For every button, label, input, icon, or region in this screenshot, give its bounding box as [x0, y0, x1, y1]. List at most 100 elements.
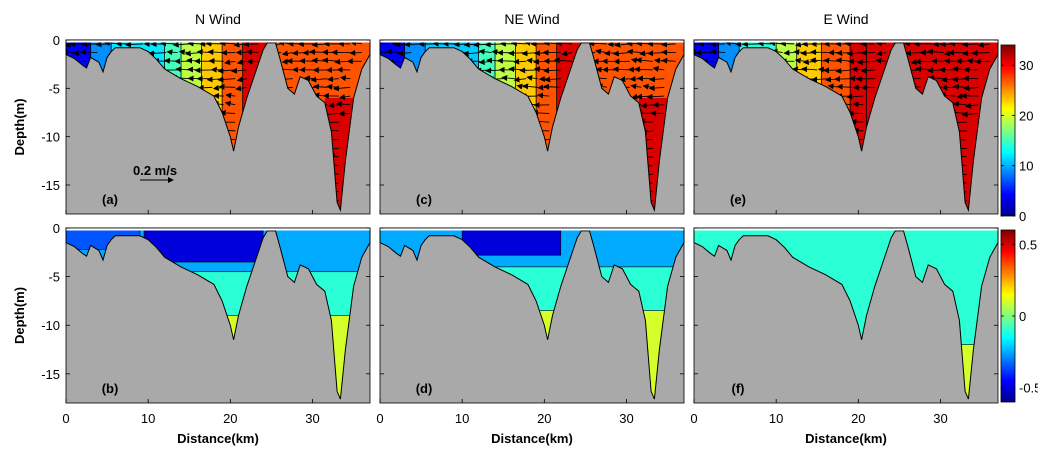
velocity-arrow: [522, 83, 538, 90]
panel-frame: [693, 227, 999, 404]
y-axis-label: Depth(m): [12, 287, 27, 344]
velocity-arrow: [312, 83, 328, 90]
velocity-arrow: [66, 48, 75, 55]
velocity-arrow: [72, 50, 86, 57]
x-axis-label: Distance(km): [491, 431, 573, 446]
bathymetry-line: [65, 39, 371, 213]
velocity-arrow: [339, 75, 351, 82]
velocity-arrow: [217, 76, 236, 83]
velocity-arrow: [533, 50, 550, 57]
velocity-arrow: [478, 48, 492, 55]
bathymetry-line: [65, 227, 371, 400]
x-tick-label: 30: [619, 411, 633, 426]
velocity-arrow: [350, 40, 362, 46]
panel-b: [65, 227, 371, 404]
velocity-arrow: [212, 100, 224, 107]
velocity-arrow: [652, 66, 665, 72]
velocity-arrow: [909, 83, 921, 90]
colorbar-tick-label: 10: [1019, 159, 1033, 174]
panel-c: [379, 39, 685, 215]
y-tick-label: -10: [41, 130, 60, 145]
velocity-arrow: [394, 41, 412, 48]
velocity-arrow: [977, 41, 990, 48]
x-tick-label: 0: [376, 411, 383, 426]
velocity-arrows: [66, 40, 362, 204]
velocity-arrow: [79, 49, 98, 56]
x-tick-label: 20: [851, 411, 865, 426]
panel-frame: [693, 39, 999, 215]
velocity-arrow: [910, 58, 921, 65]
x-tick-label: 0: [62, 411, 69, 426]
velocity-arrow: [653, 57, 665, 64]
panel-d: [379, 227, 685, 404]
velocity-arrow: [328, 153, 339, 160]
velocity-arrow: [856, 59, 875, 66]
panel-label: (e): [730, 192, 746, 207]
velocity-layer: [461, 228, 562, 256]
velocity-arrow: [860, 67, 875, 74]
velocity-arrow: [961, 41, 979, 48]
velocity-arrow: [835, 67, 852, 74]
velocity-arrow: [245, 49, 259, 56]
velocity-arrow: [537, 92, 550, 99]
y-tick-label: -5: [48, 270, 60, 285]
panel-label: (c): [416, 192, 432, 207]
x-tick-label: 20: [537, 411, 551, 426]
velocity-arrow: [485, 67, 504, 74]
velocity-arrow: [462, 50, 481, 57]
y-tick-label: 0: [53, 221, 60, 236]
surface-strip: [66, 228, 370, 231]
velocity-arrow: [235, 85, 247, 92]
velocity-arrow: [380, 42, 389, 45]
velocity-arrow: [794, 57, 806, 64]
velocity-arrow: [927, 48, 944, 55]
bathymetry-line: [379, 227, 685, 400]
velocity-arrow: [513, 76, 527, 83]
velocity-arrow: [963, 85, 979, 92]
velocity-arrow: [225, 92, 236, 99]
x-tick-label: 20: [223, 411, 237, 426]
velocity-arrow: [961, 111, 979, 118]
colorbar-tick-label: 20: [1019, 108, 1033, 123]
velocity-arrows: [694, 40, 990, 203]
velocity-arrow: [905, 50, 921, 57]
velocity-arrow: [501, 75, 515, 82]
scale-vector-label: 0.2 m/s: [133, 163, 177, 178]
velocity-arrow: [510, 40, 527, 47]
column-title: E Wind: [823, 11, 868, 27]
x-tick-label: 10: [141, 411, 155, 426]
velocity-arrow: [542, 67, 561, 74]
velocity-arrow: [801, 66, 818, 73]
velocity-arrow: [635, 57, 653, 64]
velocity-arrow: [561, 50, 573, 57]
velocity-arrow: [791, 66, 806, 73]
velocity-arrow: [544, 76, 561, 83]
column-title: N Wind: [195, 11, 241, 27]
velocity-arrow: [596, 83, 607, 90]
x-axis-label: Distance(km): [805, 431, 887, 446]
colorbar-tick-label: 0.5: [1019, 237, 1037, 252]
colorbar: [1000, 44, 1016, 217]
velocity-arrow: [800, 50, 818, 57]
velocity-arrow: [231, 67, 247, 74]
velocity-arrow: [635, 93, 653, 100]
panel-label: (f): [732, 381, 745, 396]
bathymetry-line: [693, 227, 999, 400]
column-title: NE Wind: [504, 11, 559, 27]
colorbar-tick-label: 0: [1019, 309, 1026, 324]
surface-strip: [66, 40, 370, 43]
bathymetry-line: [379, 39, 685, 213]
colorbar-tick-label: -0.5: [1019, 381, 1038, 396]
velocity-arrow: [328, 161, 339, 168]
velocity-arrow: [281, 50, 293, 57]
velocity-arrow: [404, 41, 423, 48]
x-axis-label: Distance(km): [177, 431, 259, 446]
velocity-arrow: [836, 83, 852, 90]
panel-label: (d): [416, 381, 433, 396]
panel-frame: [65, 39, 371, 215]
velocity-arrow: [321, 111, 339, 118]
velocity-arrow: [661, 57, 676, 64]
velocity-arrow: [326, 83, 339, 90]
x-tick-label: 30: [305, 411, 319, 426]
